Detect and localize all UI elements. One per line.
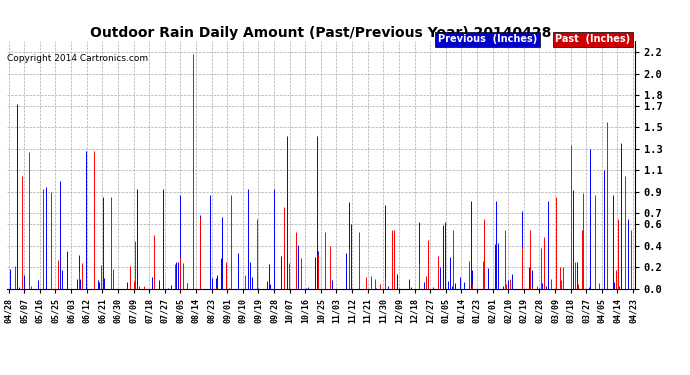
Text: Copyright 2014 Cartronics.com: Copyright 2014 Cartronics.com: [7, 54, 148, 63]
Text: Previous  (Inches): Previous (Inches): [438, 34, 538, 44]
Title: Outdoor Rain Daily Amount (Past/Previous Year) 20140428: Outdoor Rain Daily Amount (Past/Previous…: [90, 26, 551, 40]
Text: Past  (Inches): Past (Inches): [555, 34, 631, 44]
